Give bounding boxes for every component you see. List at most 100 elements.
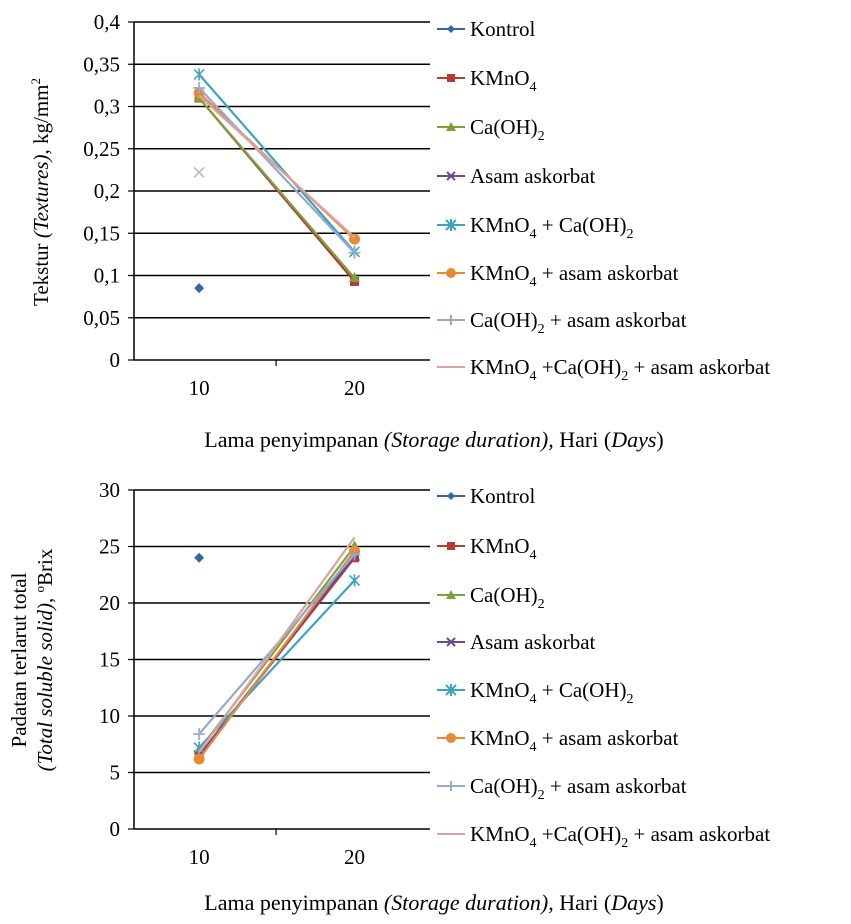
legend-label-main: Ca(OH) — [470, 308, 538, 332]
data-point — [194, 552, 205, 563]
data-point — [194, 283, 205, 294]
x-tick-labels: 10 20 — [189, 360, 365, 400]
square-marker-icon — [447, 542, 455, 550]
legend-item-all: KMnO4 +Ca(OH)2 + asam askorbat — [437, 355, 770, 384]
x-axis-label: Lama penyimpanan (Storage duration), Har… — [204, 890, 663, 915]
grid-lines — [134, 489, 430, 774]
x-tick-label: 10 — [189, 845, 210, 869]
series-caoh2 — [193, 540, 361, 754]
series-all — [198, 94, 356, 239]
legend-item-caoh2: Ca(OH)2 — [437, 115, 545, 144]
legend-label-rest: + asam askorbat — [628, 355, 770, 379]
legend-label: KMnO4 — [470, 66, 537, 95]
legend-label-sub: 4 — [530, 227, 537, 242]
legend-label-rest: + asam askorbat — [537, 726, 679, 750]
y-axis-label-italic: (Textures) — [29, 154, 53, 238]
x-axis-label-italic: (Storage duration), — [384, 427, 554, 452]
legend-label-sub: 2 — [538, 788, 545, 803]
x-axis-label-close: ) — [656, 890, 663, 915]
legend-label-sub: 2 — [627, 692, 634, 707]
legend-label-sub: 2 — [627, 227, 634, 242]
y-axis-label-line2: (Total soluble solid), oBrix — [32, 548, 57, 771]
x-tick-label: 20 — [344, 845, 365, 869]
y-tick-label: 0,15 — [83, 221, 120, 245]
series-line — [198, 87, 356, 254]
legend-label-sub: 4 — [530, 740, 537, 755]
data-point — [348, 548, 361, 561]
y-axis-label-italic: (Total soluble solid) — [33, 603, 57, 771]
y-tick-label: 0 — [110, 348, 121, 372]
legend-label-main: Ca(OH) — [470, 115, 538, 139]
diamond-marker-icon — [447, 492, 455, 500]
y-axis-label-unit: , kg/mm — [29, 84, 53, 154]
diamond-marker-icon — [447, 25, 455, 33]
y-tick-label: 0,05 — [83, 306, 120, 330]
y-tick-label: 0,25 — [83, 137, 120, 161]
y-tick-label: 20 — [99, 591, 120, 615]
legend-item-caoh2-asam: Ca(OH)2 + asam askorbat — [437, 774, 687, 803]
y-axis-label: Tekstur (Textures), kg/mm2 — [28, 78, 53, 306]
y-axis-label-sup: 2 — [28, 78, 43, 85]
legend-label-sub: 4 — [530, 836, 537, 851]
legend-item-kmno4-asam: KMnO4 + asam askorbat — [437, 726, 679, 755]
series-kontrol — [194, 552, 205, 563]
x-axis-label: Lama penyimpanan (Storage duration), Har… — [204, 427, 663, 452]
legend-label-main: Ca(OH) — [470, 583, 538, 607]
star-marker-icon — [445, 219, 457, 231]
legend-label: KMnO4 + asam askorbat — [470, 261, 679, 290]
triangle-marker-icon — [446, 122, 456, 131]
data-point — [348, 574, 361, 587]
x-axis-label-italic: (Storage duration), — [384, 890, 554, 915]
legend-item-asam: Asam askorbat — [437, 630, 596, 654]
legend-label-sub: 4 — [530, 369, 537, 384]
series-line — [198, 579, 356, 749]
y-tick-label: 25 — [99, 535, 120, 559]
texture-chart: 0 0,05 0,1 0,15 0,2 0,25 0,3 0,35 0,4 10 20 Tekst… — [28, 10, 770, 452]
x-tick-label: 10 — [189, 376, 210, 400]
data-point — [193, 81, 206, 94]
legend-item-all: KMnO4 +Ca(OH)2 + asam askorbat — [437, 822, 770, 851]
y-axis-label-unit: Brix — [33, 548, 57, 586]
x-tick-labels: 10 20 — [189, 829, 365, 869]
legend-label: Ca(OH)2 — [470, 115, 545, 144]
legend-label-main: KMnO — [470, 726, 530, 750]
legend-label: Asam askorbat — [470, 630, 596, 654]
x-axis-label-days: Days — [610, 890, 656, 915]
legend-label: Asam askorbat — [470, 164, 596, 188]
plus-marker-icon — [446, 781, 456, 791]
legend-label-main: KMnO — [470, 355, 530, 379]
legend: Kontrol KMnO4 Ca(OH)2 Asam askorbat KMnO — [437, 484, 770, 851]
legend-label: Ca(OH)2 — [470, 583, 545, 612]
series-group — [193, 68, 361, 294]
legend-item-kmno4-caoh2: KMnO4 + Ca(OH)2 — [437, 678, 634, 707]
y-tick-label: 0 — [110, 817, 121, 841]
star-marker-icon — [445, 684, 457, 696]
legend-label-sub: 2 — [621, 836, 628, 851]
series-group — [193, 536, 361, 765]
legend-label-main: KMnO — [470, 213, 530, 237]
legend-item-kmno4-asam: KMnO4 + asam askorbat — [437, 261, 679, 290]
legend-label-rest: + asam askorbat — [537, 261, 679, 285]
legend: Kontrol KMnO4 Ca(OH)2 Asam askorbat KMnO — [437, 17, 770, 384]
circle-marker-icon — [446, 268, 456, 278]
legend-label-rest: + asam askorbat — [545, 774, 687, 798]
y-tick-label: 0,2 — [94, 179, 120, 203]
x-marker-icon — [446, 171, 456, 181]
series-asam — [193, 166, 205, 178]
legend-label-rest: +Ca(OH) — [537, 822, 622, 846]
y-tick-label: 0,1 — [94, 264, 120, 288]
legend-label-sub: 4 — [530, 80, 537, 95]
x-axis-label-text: Lama penyimpanan — [204, 890, 384, 915]
legend-item-kmno4-caoh2: KMnO4 + Ca(OH)2 — [437, 213, 634, 242]
series-caoh2 — [193, 92, 361, 283]
data-point — [193, 728, 206, 741]
data-point — [193, 68, 205, 81]
series-line — [198, 97, 356, 279]
x-axis-label-hari: Hari ( — [554, 890, 611, 915]
legend-label: Ca(OH)2 + asam askorbat — [470, 774, 687, 803]
y-tick-label: 15 — [99, 648, 120, 672]
series-line — [198, 94, 356, 239]
legend-label-rest: + Ca(OH) — [537, 678, 627, 702]
series-line — [198, 536, 356, 753]
